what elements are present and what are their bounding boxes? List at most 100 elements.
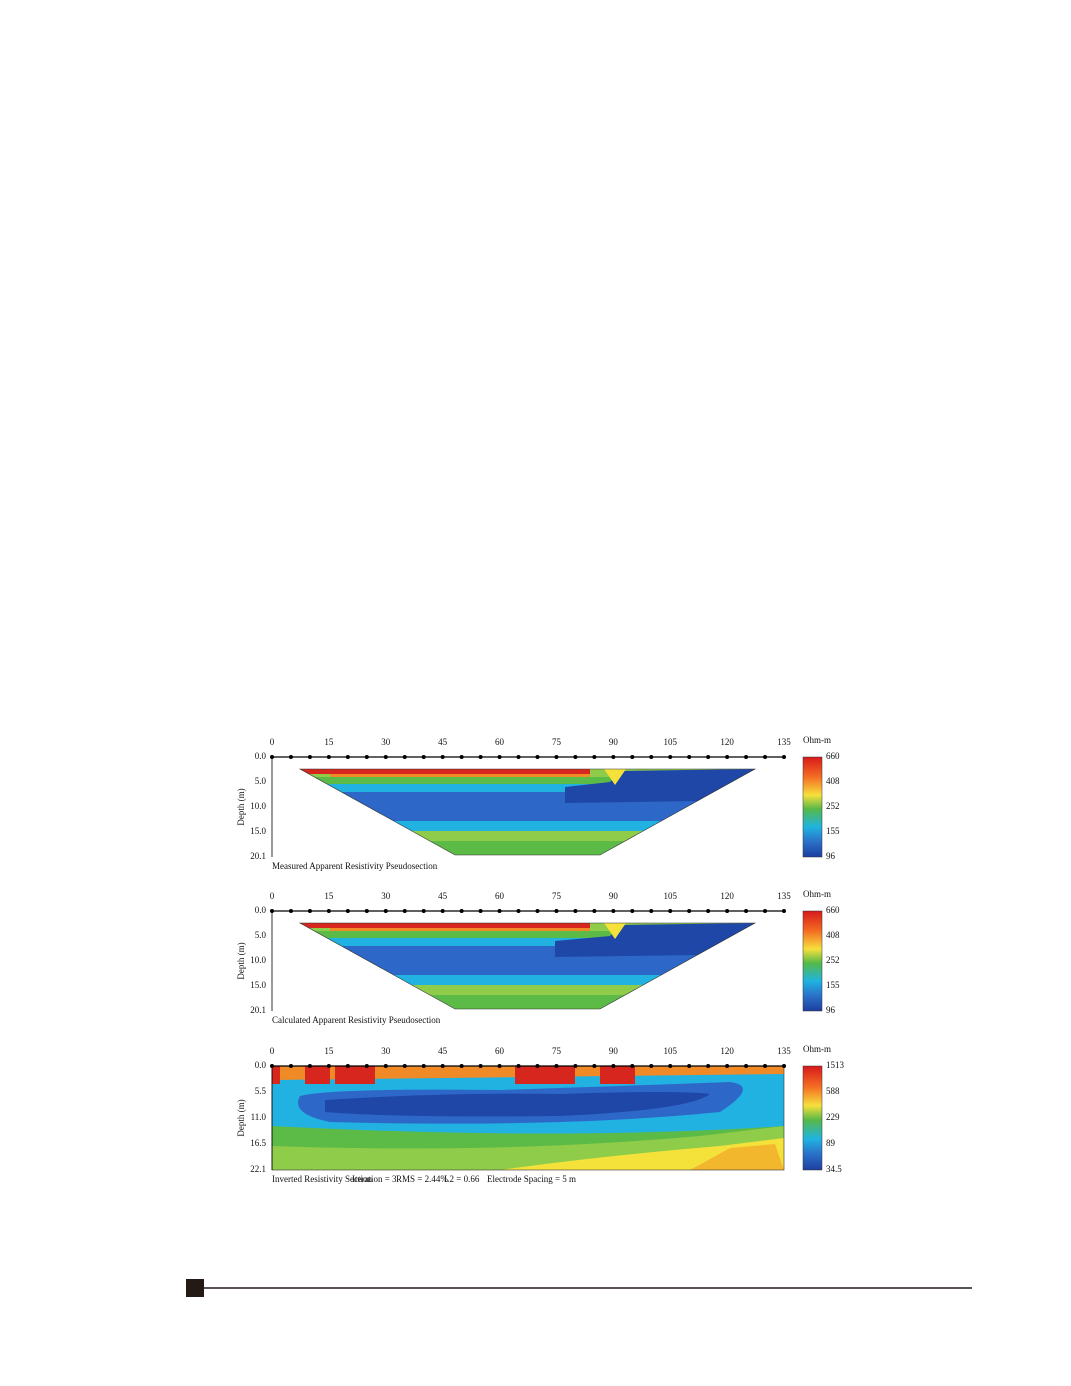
electrode	[744, 755, 749, 759]
contour-band	[300, 821, 755, 831]
caption: Iteration = 3	[352, 1174, 397, 1184]
electrode	[383, 909, 388, 913]
electrode	[326, 1064, 331, 1068]
depth-axis-label: Depth (m)	[236, 942, 246, 979]
electrode	[307, 909, 312, 913]
electrode	[402, 1064, 407, 1068]
electrode	[288, 1064, 293, 1068]
x-tick-label: 105	[663, 891, 677, 901]
electrode	[421, 1064, 426, 1068]
color-bar-label: 155	[826, 826, 840, 836]
x-tick-label: 60	[495, 737, 505, 747]
electrode	[573, 755, 578, 759]
electrode	[402, 909, 407, 913]
electrode	[687, 909, 692, 913]
electrode	[440, 1064, 445, 1068]
electrode	[516, 755, 521, 759]
depth-tick-label: 15.0	[250, 826, 266, 836]
x-tick-label: 30	[381, 737, 391, 747]
electrode	[744, 909, 749, 913]
electrode	[459, 755, 464, 759]
electrode	[345, 909, 350, 913]
color-bar-label: 660	[826, 905, 840, 915]
electrode	[440, 909, 445, 913]
color-bar	[802, 1065, 823, 1171]
outline	[298, 768, 757, 856]
contour-patch	[515, 1066, 575, 1084]
electrode	[478, 755, 483, 759]
electrode	[782, 755, 786, 759]
depth-tick-label: 20.1	[250, 851, 266, 861]
contour-band	[300, 938, 755, 946]
x-tick-label: 15	[324, 737, 334, 747]
electrode	[459, 1064, 464, 1068]
color-bar-label: 660	[826, 751, 840, 761]
electrode	[763, 909, 768, 913]
electrode	[573, 909, 578, 913]
contour-band	[690, 1144, 784, 1170]
depth-tick-label: 11.0	[251, 1112, 267, 1122]
contour-patch	[620, 1066, 635, 1084]
outline	[298, 922, 757, 1010]
x-tick-label: 75	[552, 1046, 562, 1056]
color-bar-label: 252	[826, 955, 840, 965]
electrode	[421, 755, 426, 759]
electrode	[782, 1064, 786, 1068]
contour-band	[330, 774, 590, 777]
x-tick-label: 75	[552, 737, 562, 747]
electrode	[649, 1064, 654, 1068]
electrode	[592, 755, 597, 759]
caption: RMS = 2.44%	[396, 1174, 448, 1184]
depth-tick-label: 10.0	[250, 801, 266, 811]
depth-tick-label: 0.0	[255, 1060, 267, 1070]
caption: Calculated Apparent Resistivity Pseudose…	[272, 1015, 441, 1025]
electrode	[782, 909, 786, 913]
depth-tick-label: 22.1	[250, 1164, 266, 1174]
electrode	[725, 755, 730, 759]
contour-patch	[555, 923, 755, 957]
color-bar-unit: Ohm-m	[803, 1044, 831, 1054]
x-tick-label: 45	[438, 891, 448, 901]
x-tick-label: 45	[438, 737, 448, 747]
contour-patch	[604, 923, 626, 939]
electrode	[649, 909, 654, 913]
contour-band	[300, 923, 590, 928]
depth-tick-label: 0.0	[255, 751, 267, 761]
contour-patch	[600, 1066, 625, 1084]
caption: Measured Apparent Resistivity Pseudosect…	[272, 861, 438, 871]
electrode	[668, 909, 673, 913]
contour-patch	[565, 769, 755, 803]
electrode	[307, 755, 312, 759]
electrode	[326, 755, 331, 759]
inverted-section	[272, 1066, 784, 1170]
depth-tick-label: 0.0	[255, 905, 267, 915]
color-bar	[802, 756, 823, 858]
pseudosection	[300, 769, 755, 855]
electrode	[345, 755, 350, 759]
depth-tick-label: 5.5	[255, 1086, 267, 1096]
electrode	[440, 755, 445, 759]
electrode	[554, 755, 559, 759]
electrode	[364, 1064, 369, 1068]
electrode	[611, 755, 616, 759]
electrode	[383, 1064, 388, 1068]
depth-tick-label: 10.0	[250, 955, 266, 965]
x-tick-label: 45	[438, 1046, 448, 1056]
depth-tick-label: 5.0	[255, 930, 267, 940]
electrode	[288, 755, 293, 759]
electrode	[687, 755, 692, 759]
color-bar-label: 34.5	[826, 1164, 842, 1174]
electrode	[535, 909, 540, 913]
electrode	[459, 909, 464, 913]
electrode	[744, 1064, 749, 1068]
x-tick-label: 120	[720, 1046, 734, 1056]
caption: Inverted Resistivity Section	[272, 1174, 372, 1184]
x-tick-label: 0	[270, 891, 275, 901]
x-tick-label: 135	[777, 737, 791, 747]
electrode	[497, 1064, 502, 1068]
color-bar-unit: Ohm-m	[803, 735, 831, 745]
color-bar-label: 229	[826, 1112, 840, 1122]
electrode	[668, 1064, 673, 1068]
color-bar	[802, 910, 823, 1012]
x-tick-label: 15	[324, 891, 334, 901]
